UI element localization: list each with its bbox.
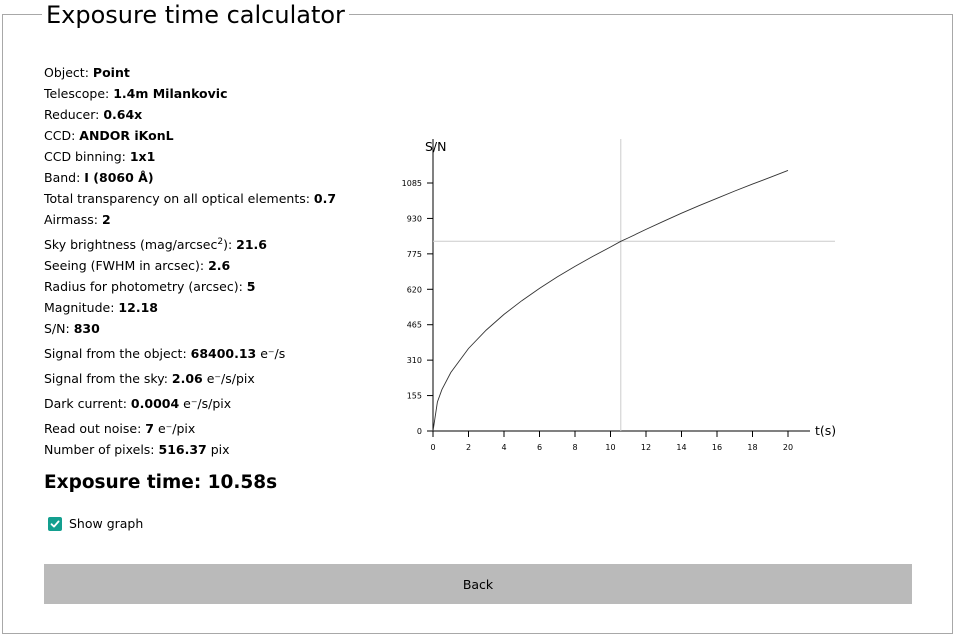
y-tick-label: 1085 xyxy=(402,179,422,188)
show-graph-label: Show graph xyxy=(69,516,144,531)
parameter-value: 2 xyxy=(102,212,111,227)
parameter-value: 0.7 xyxy=(313,191,337,206)
parameter-row: Number of pixels: 516.37 pix xyxy=(44,442,230,458)
parameter-value: 830 xyxy=(73,321,100,336)
parameter-row: Object: Point xyxy=(44,65,130,81)
parameter-row: Radius for photometry (arcsec): 5 xyxy=(44,279,256,295)
x-tick-label: 20 xyxy=(783,443,793,452)
parameter-value: 2.06 xyxy=(171,371,203,386)
parameter-label: Reducer: xyxy=(44,107,104,122)
parameter-row: S/N: 830 xyxy=(44,321,100,337)
parameter-value: Point xyxy=(92,65,130,80)
parameter-row: Sky brightness (mag/arcsec2): 21.6 xyxy=(44,237,267,253)
parameter-value: 2.6 xyxy=(208,258,231,273)
x-tick-label: 6 xyxy=(537,443,542,452)
show-graph-toggle[interactable]: Show graph xyxy=(48,516,143,531)
exposure-time-result: Exposure time: 10.58s xyxy=(44,472,278,493)
parameter-label: Dark current: xyxy=(44,396,131,411)
show-graph-checkbox[interactable] xyxy=(48,516,62,531)
parameter-value: ANDOR iKonL xyxy=(79,128,174,143)
back-button[interactable]: Back xyxy=(44,564,912,604)
parameter-value: 0.0004 xyxy=(130,396,180,411)
parameter-label: Telescope: xyxy=(44,86,114,101)
parameter-row: Telescope: 1.4m Milankovic xyxy=(44,86,228,102)
y-tick-label: 310 xyxy=(407,356,422,365)
parameter-row: Airmass: 2 xyxy=(44,212,111,228)
parameter-row: CCD: ANDOR iKonL xyxy=(44,128,174,144)
parameter-unit: e⁻/s/pix xyxy=(179,396,232,411)
parameter-label: Magnitude: xyxy=(44,300,119,315)
parameter-value: 1.4m Milankovic xyxy=(113,86,228,101)
x-tick-label: 16 xyxy=(712,443,722,452)
x-tick-label: 18 xyxy=(747,443,757,452)
parameter-row: Reducer: 0.64x xyxy=(44,107,142,123)
parameter-label: Object: xyxy=(44,65,93,80)
parameter-label: Radius for photometry (arcsec): xyxy=(44,279,247,294)
parameter-value: 21.6 xyxy=(236,237,267,252)
y-axis-title: S/N xyxy=(425,139,447,154)
parameter-unit: e⁻/s xyxy=(256,346,286,361)
parameter-row: Total transparency on all optical elemen… xyxy=(44,191,336,207)
x-tick-label: 10 xyxy=(605,443,615,452)
parameter-row: Signal from the object: 68400.13 e⁻/s xyxy=(44,346,285,362)
parameter-label: Signal from the sky: xyxy=(44,371,172,386)
parameter-unit: pix xyxy=(206,442,230,457)
y-tick-label: 775 xyxy=(407,250,422,259)
parameter-value: 516.37 xyxy=(158,442,207,457)
parameter-label: Number of pixels: xyxy=(44,442,159,457)
parameter-label: Signal from the object: xyxy=(44,346,191,361)
checkmark-icon xyxy=(50,520,60,527)
parameter-label: S/N: xyxy=(44,321,74,336)
x-axis-title: t(s) xyxy=(815,423,836,438)
y-tick-label: 155 xyxy=(407,392,422,401)
y-tick-label: 620 xyxy=(407,285,422,294)
parameter-label: Band: xyxy=(44,170,85,185)
page-title: Exposure time calculator xyxy=(42,0,349,30)
parameter-value: 7 xyxy=(145,421,154,436)
x-tick-label: 8 xyxy=(572,443,577,452)
parameter-label: Sky brightness (mag/arcsec2): xyxy=(44,237,237,252)
x-tick-label: 0 xyxy=(430,443,435,452)
parameter-unit: e⁻/pix xyxy=(153,421,196,436)
parameter-label: Total transparency on all optical elemen… xyxy=(44,191,314,206)
parameter-row: Magnitude: 12.18 xyxy=(44,300,158,316)
x-tick-label: 14 xyxy=(676,443,686,452)
parameter-row: Band: I (8060 Å) xyxy=(44,170,154,186)
parameter-label: CCD: xyxy=(44,128,80,143)
parameter-value: 68400.13 xyxy=(190,346,257,361)
parameter-value: 1x1 xyxy=(129,149,156,164)
parameter-row: Dark current: 0.0004 e⁻/s/pix xyxy=(44,396,231,412)
parameter-unit: e⁻/s/pix xyxy=(202,371,255,386)
parameter-value: I (8060 Å) xyxy=(84,170,154,185)
parameter-value: 12.18 xyxy=(118,300,158,315)
parameter-value: 5 xyxy=(246,279,256,294)
y-tick-label: 930 xyxy=(407,214,422,223)
x-tick-label: 4 xyxy=(501,443,506,452)
calculator-frame xyxy=(2,14,953,634)
parameter-row: Seeing (FWHM in arcsec): 2.6 xyxy=(44,258,230,274)
y-tick-label: 0 xyxy=(417,427,422,436)
parameter-row: Read out noise: 7 e⁻/pix xyxy=(44,421,195,437)
parameter-label: CCD binning: xyxy=(44,149,130,164)
parameter-label: Read out noise: xyxy=(44,421,146,436)
parameter-label: Seeing (FWHM in arcsec): xyxy=(44,258,209,273)
parameter-value: 0.64x xyxy=(103,107,143,122)
y-tick-label: 465 xyxy=(407,321,422,330)
parameter-label: Airmass: xyxy=(44,212,102,227)
x-tick-label: 12 xyxy=(641,443,651,452)
parameter-row: CCD binning: 1x1 xyxy=(44,149,155,165)
sn-curve xyxy=(432,169,789,432)
x-tick-label: 2 xyxy=(466,443,471,452)
parameter-row: Signal from the sky: 2.06 e⁻/s/pix xyxy=(44,371,255,387)
